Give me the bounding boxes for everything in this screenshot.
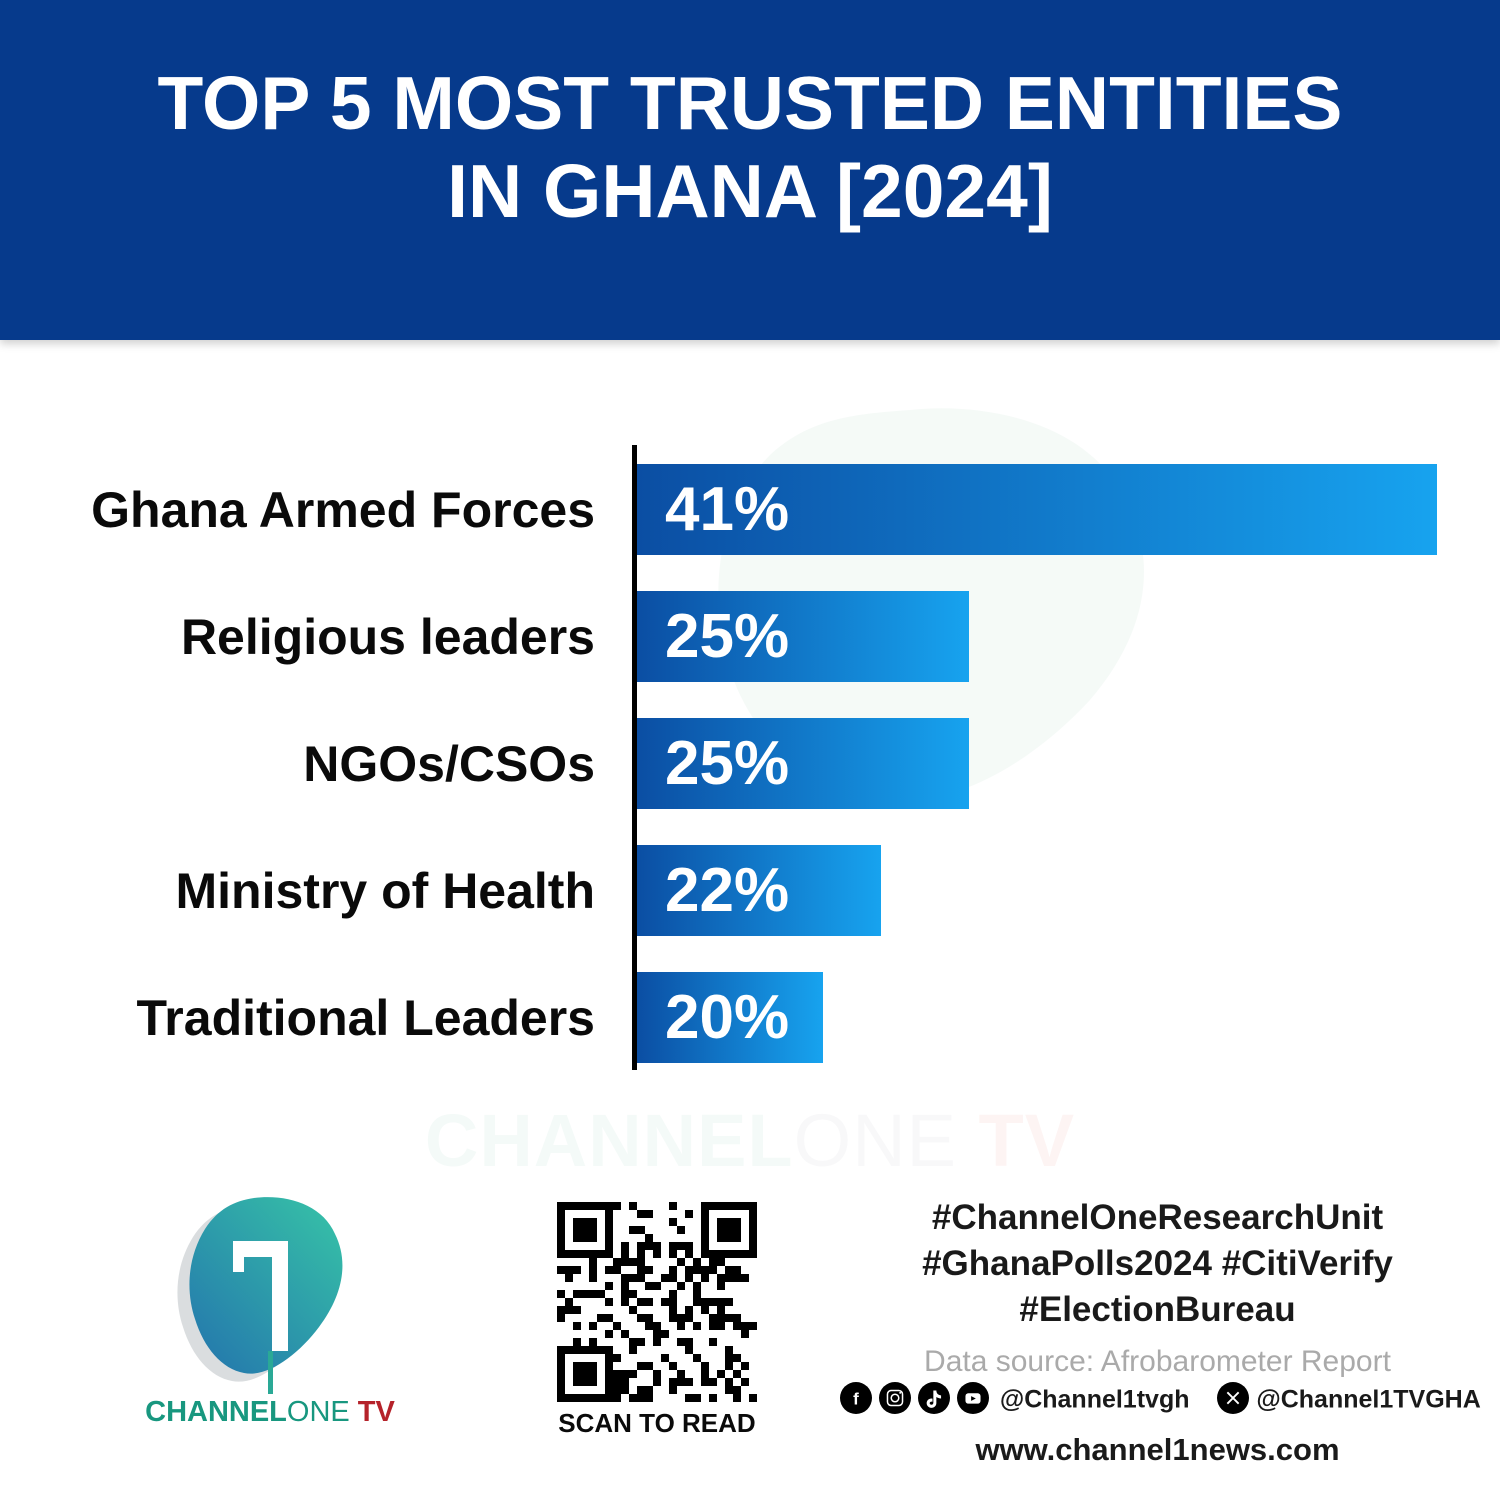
svg-text:f: f	[853, 1390, 859, 1409]
